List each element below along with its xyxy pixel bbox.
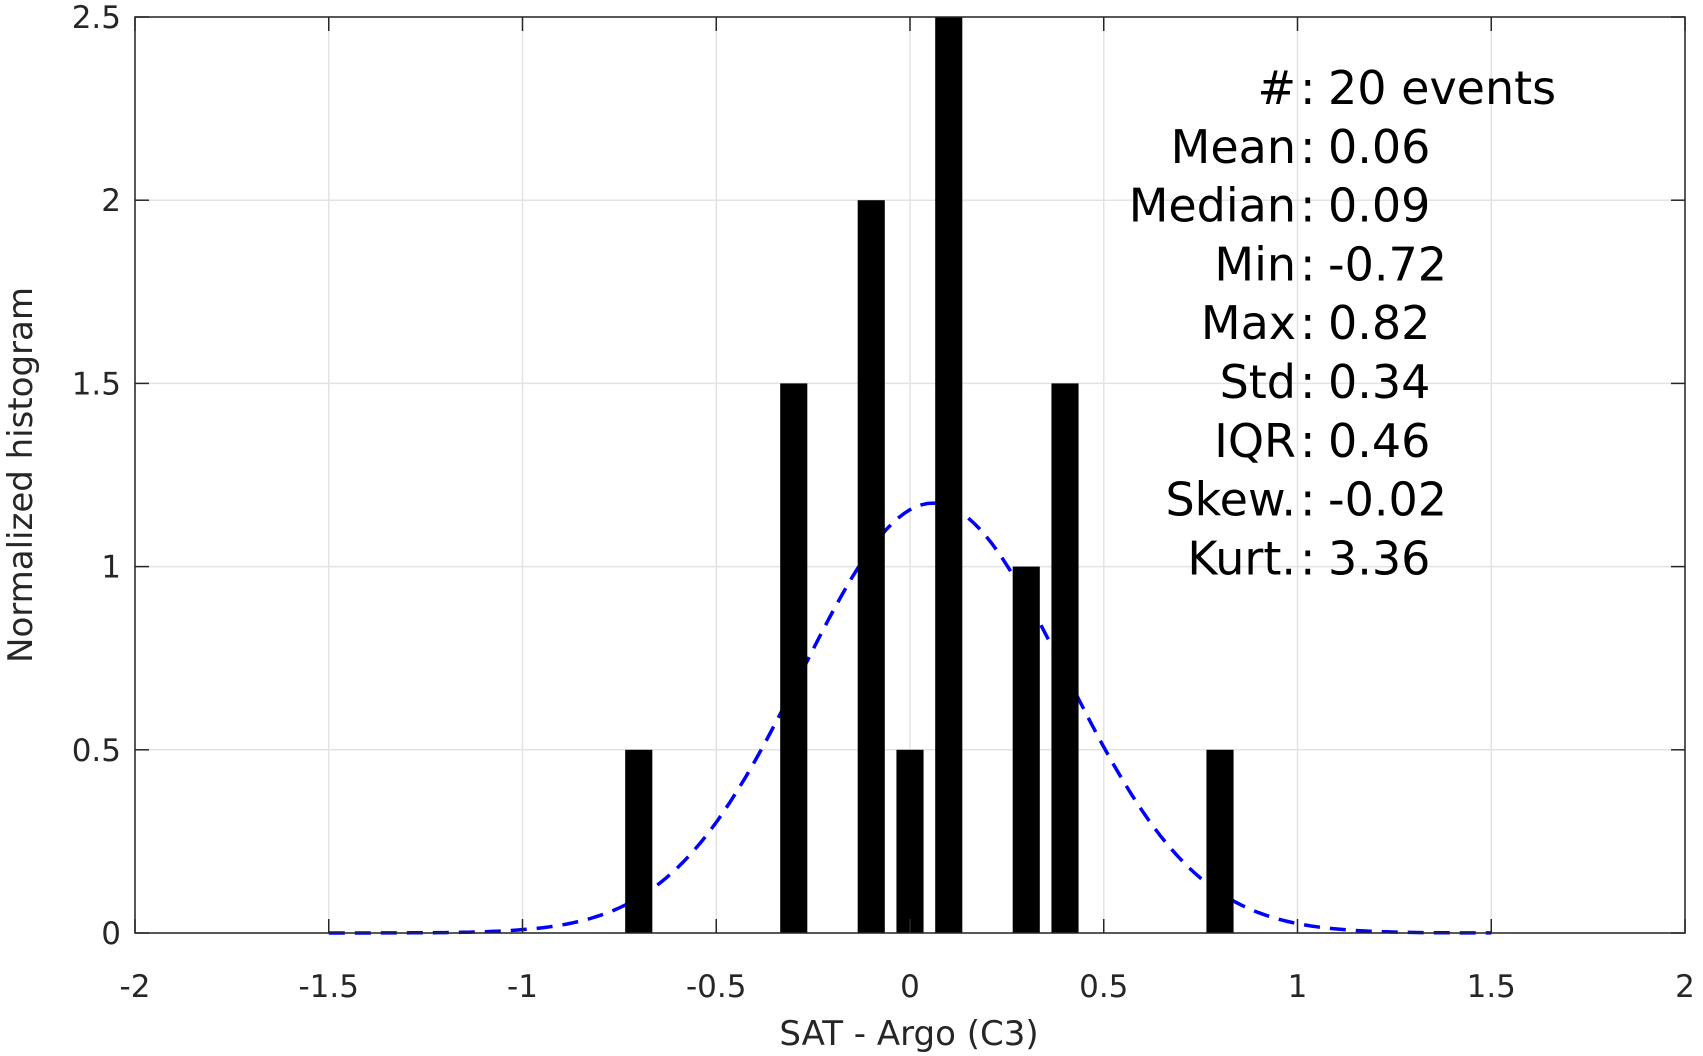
stats-value-6: 0.46: [1328, 414, 1430, 468]
x-axis-ticks: -2 -1.5 -1 -0.5 0 0.5 1 1.5 2: [120, 17, 1695, 1005]
x-tick-label-6: 1: [1288, 969, 1308, 1005]
histogram-bars: [625, 17, 1234, 933]
stats-value-4: 0.82: [1328, 296, 1430, 350]
histogram-bar-7: [1206, 749, 1234, 933]
y-axis-ticks: 0 0.5 1 1.5 2 2.5: [72, 0, 1685, 952]
histogram-bar-0: [625, 749, 653, 933]
stats-colon-4: :: [1300, 296, 1316, 350]
x-tick-label-1: -1.5: [299, 969, 360, 1005]
stats-label-8: Kurt.: [1187, 531, 1296, 585]
stats-label-0: #: [1257, 61, 1296, 115]
x-tick-label-4: 0: [900, 969, 920, 1005]
stats-label-3: Min: [1214, 237, 1296, 291]
stats-label-6: IQR: [1214, 414, 1296, 468]
histogram-bar-1: [780, 383, 808, 933]
stats-colon-0: :: [1300, 61, 1316, 115]
stats-value-3: -0.72: [1328, 237, 1447, 291]
stats-colon-5: :: [1300, 355, 1316, 409]
stats-value-5: 0.34: [1328, 355, 1430, 409]
stats-value-2: 0.09: [1328, 179, 1430, 233]
histogram-bar-5: [1012, 566, 1040, 933]
stats-value-8: 3.36: [1328, 531, 1430, 585]
x-tick-label-7: 1.5: [1467, 969, 1516, 1005]
y-tick-label-3: 1.5: [72, 366, 121, 402]
stats-value-0: 20 events: [1328, 61, 1556, 115]
x-tick-label-3: -0.5: [686, 969, 747, 1005]
stats-label-5: Std: [1220, 355, 1296, 409]
y-tick-label-5: 2.5: [72, 0, 121, 36]
histogram-bar-3: [896, 749, 924, 933]
stats-colon-6: :: [1300, 414, 1316, 468]
y-tick-label-1: 0.5: [72, 733, 121, 769]
x-tick-label-5: 0.5: [1079, 969, 1128, 1005]
stats-colon-7: :: [1300, 473, 1316, 527]
stats-value-7: -0.02: [1328, 473, 1447, 527]
x-tick-label-2: -1: [507, 969, 538, 1005]
stats-label-1: Mean: [1171, 120, 1296, 174]
stats-value-1: 0.06: [1328, 120, 1430, 174]
stats-colon-8: :: [1300, 531, 1316, 585]
stats-colon-3: :: [1300, 237, 1316, 291]
y-tick-label-0: 0: [101, 916, 121, 952]
x-tick-label-0: -2: [120, 969, 151, 1005]
stats-label-2: Median: [1129, 179, 1296, 233]
y-tick-label-2: 1: [101, 550, 121, 586]
stats-label-7: Skew.: [1165, 473, 1296, 527]
stats-colon-2: :: [1300, 179, 1316, 233]
stats-label-4: Max: [1201, 296, 1296, 350]
histogram-bar-4: [935, 17, 963, 933]
histogram-bar-2: [857, 200, 885, 933]
x-axis-title: SAT - Argo (C3): [779, 1014, 1038, 1054]
y-axis-title: Normalized histogram: [1, 287, 41, 663]
x-tick-label-8: 2: [1675, 969, 1695, 1005]
y-tick-label-4: 2: [101, 183, 121, 219]
stats-colon-1: :: [1300, 120, 1316, 174]
histogram-bar-6: [1051, 383, 1079, 933]
